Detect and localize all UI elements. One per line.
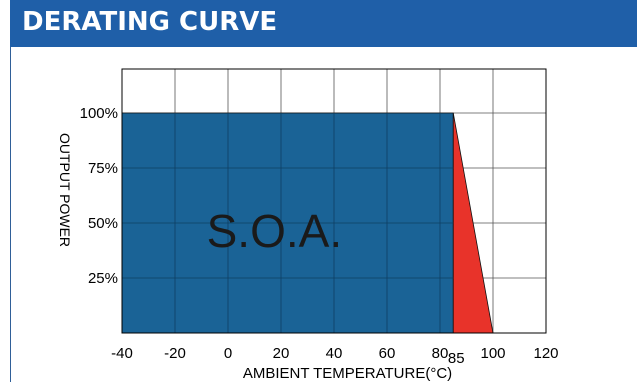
- x-tick-label: 20: [273, 345, 290, 362]
- plot-border: [121, 68, 547, 334]
- y-tick-label: 25%: [88, 270, 118, 287]
- page-title: DERATING CURVE: [22, 7, 278, 37]
- x-tick-label: 40: [326, 345, 343, 362]
- grid-overlay: [122, 113, 454, 333]
- y-tick-label: 75%: [88, 160, 118, 177]
- frame-border: [10, 47, 11, 382]
- x-tick-label: 120: [533, 345, 558, 362]
- soa-annotation: S.O.A.: [207, 205, 342, 257]
- x-tick-label: 80: [432, 345, 449, 362]
- x-axis-ticks: -40 -20 0 20 40 60 80 100 120 85: [111, 345, 558, 367]
- x-tick-label-85: 85: [448, 350, 465, 367]
- y-tick-label: 50%: [88, 215, 118, 232]
- x-tick-label: -20: [164, 345, 186, 362]
- x-tick-label: -40: [111, 345, 133, 362]
- x-tick-label: 60: [379, 345, 396, 362]
- y-axis-label: OUTPUT POWER: [57, 133, 73, 247]
- y-axis-ticks: 25% 50% 75% 100%: [80, 105, 118, 287]
- y-tick-label: 100%: [80, 105, 118, 122]
- header-bar: DERATING CURVE: [10, 0, 637, 47]
- x-tick-label: 100: [480, 345, 505, 362]
- x-axis-label: AMBIENT TEMPERATURE(°C): [243, 365, 452, 382]
- x-tick-label: 0: [224, 345, 232, 362]
